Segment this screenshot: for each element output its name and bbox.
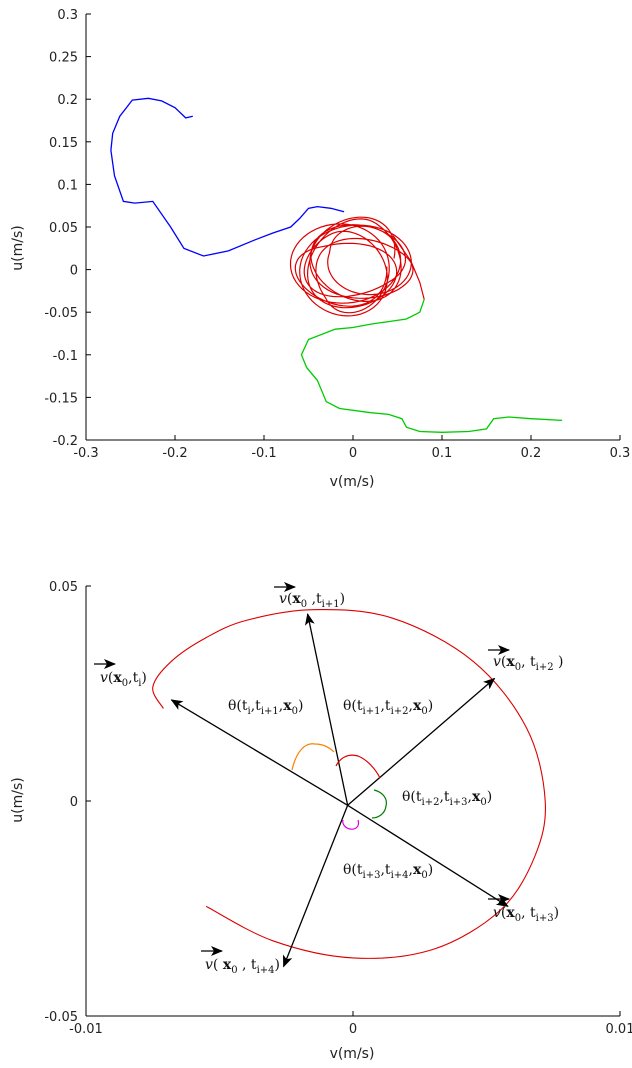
label-v-ti: v(x0,ti)	[94, 659, 147, 689]
top-y-tick-label: -0.15	[44, 391, 78, 406]
theta-ti2-ti3-label: θ(ti+2,ti+3,x0)	[402, 789, 492, 808]
top-y-tick-label: 0	[70, 264, 78, 279]
label-v-ti-text: v(x0,ti)	[100, 670, 147, 689]
arrow-v-ti	[170, 699, 348, 806]
arrow-v-ti3	[347, 804, 509, 907]
blue-trajectory-line	[110, 97, 345, 257]
angle-arc-ti3-ti4	[342, 819, 360, 830]
red-orbit-line	[289, 216, 414, 317]
theta-ti-ti1-label: θ(ti,ti+1,x0)	[228, 698, 303, 717]
top-x-tick-label: 0.3	[610, 446, 631, 461]
bottom-y-tick-label: 0.05	[49, 580, 78, 595]
label-v-ti2-text: v(x0, ti+2 )	[493, 654, 564, 673]
top-chart: -0.3 -0.2 -0.1 0 0.1 0.2 0.30.30.250.20.150.10…	[10, 8, 630, 490]
theta-ti1-ti2-label: θ(ti+1,ti+2,x0)	[343, 698, 433, 717]
theta-labels: θ(ti,ti+1,x0) θ(ti+1,ti+2,x0) θ(ti+2,ti+…	[228, 698, 492, 881]
theta-ti3-ti4-label: θ(ti+3,ti+4,x0)	[343, 862, 433, 881]
bottom-chart: -0.01 0 0.01 0.05 0 -0.05 v(m/s) u(m/s) v(x0,…	[10, 580, 632, 1062]
bottom-x-tick-label: -0.01	[69, 1022, 103, 1037]
top-x-tick-label: 0.2	[521, 446, 542, 461]
bottom-y-tick-label: -0.05	[44, 1010, 78, 1025]
top-x-tick-label: 0.1	[432, 446, 453, 461]
label-v-ti4: v( x0 , ti+4)	[201, 946, 280, 976]
top-chart-ticks: -0.3 -0.2 -0.1 0 0.1 0.2 0.30.30.250.20.150.10…	[44, 8, 630, 461]
arrow-labels: v(x0,ti) v(x0 ,ti+1) v(x0, ti+2 ) v(x0, …	[94, 582, 564, 976]
bottom-chart-series	[152, 609, 547, 968]
bottom-x-axis-title: v(m/s)	[330, 1046, 375, 1062]
bottom-x-tick-label: 0	[349, 1022, 357, 1037]
top-x-tick-label: -0.2	[162, 446, 187, 461]
bottom-y-axis-title: u(m/s)	[10, 777, 26, 822]
label-v-ti1-text: v(x0 ,ti+1)	[279, 591, 345, 610]
top-y-axis-title: u(m/s)	[10, 225, 26, 270]
label-v-ti3: v(x0, ti+3)	[488, 894, 559, 924]
angle-arc-ti2-ti3	[371, 789, 387, 819]
top-y-tick-label: 0.15	[49, 136, 78, 151]
red-trajectory-arc	[152, 609, 547, 959]
green-trajectory-line	[300, 299, 563, 433]
angle-arc-ti1-ti2	[335, 754, 381, 779]
bottom-x-tick-label: 0.01	[606, 1022, 632, 1037]
bottom-y-tick-label: 0	[70, 795, 78, 810]
top-x-tick-label: 0	[349, 446, 357, 461]
angle-arc-ti-ti1	[291, 743, 335, 771]
arrow-v-ti1	[304, 612, 349, 806]
top-y-tick-label: 0.25	[49, 51, 78, 66]
top-x-tick-label: -0.3	[73, 446, 98, 461]
top-y-tick-label: 0.1	[57, 178, 78, 193]
top-y-tick-label: 0.3	[57, 8, 78, 23]
label-v-ti1: v(x0 ,ti+1)	[274, 582, 345, 610]
label-v-ti2: v(x0, ti+2 )	[488, 645, 564, 673]
bottom-chart-ticks: -0.01 0 0.01 0.05 0 -0.05	[44, 580, 632, 1037]
arrow-v-ti4	[282, 805, 349, 968]
top-y-tick-label: -0.2	[53, 434, 78, 449]
top-x-tick-label: -0.1	[251, 446, 276, 461]
arrow-v-ti2	[347, 677, 496, 806]
red-orbit-tail-line	[392, 235, 425, 300]
top-x-axis-title: v(m/s)	[330, 474, 375, 490]
top-y-tick-label: 0.2	[57, 93, 78, 108]
label-v-ti4-text: v( x0 , ti+4)	[205, 957, 280, 976]
top-y-tick-label: 0.05	[49, 221, 78, 236]
top-y-tick-label: -0.1	[53, 349, 78, 364]
top-chart-series	[110, 97, 563, 433]
label-v-ti3-text: v(x0, ti+3)	[493, 905, 559, 924]
top-y-tick-label: -0.05	[44, 306, 78, 321]
angle-arcs	[291, 743, 387, 830]
